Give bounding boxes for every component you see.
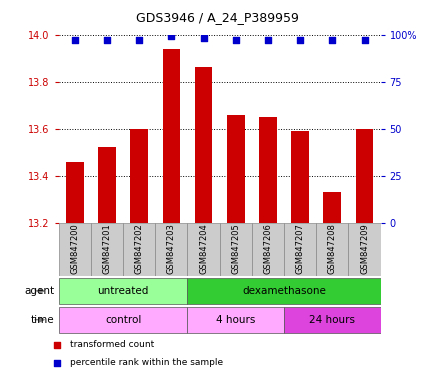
Bar	[130, 129, 148, 223]
Point	[264, 37, 271, 43]
FancyBboxPatch shape	[187, 223, 219, 276]
Point	[232, 37, 239, 43]
Text: time: time	[31, 314, 54, 325]
Text: GSM847201: GSM847201	[102, 223, 111, 274]
Point	[296, 37, 303, 43]
Text: GSM847207: GSM847207	[295, 223, 304, 274]
Bar	[355, 129, 372, 223]
Text: GSM847206: GSM847206	[263, 223, 272, 274]
Text: percentile rank within the sample: percentile rank within the sample	[70, 358, 223, 367]
Text: dexamethasone: dexamethasone	[242, 286, 325, 296]
FancyBboxPatch shape	[59, 278, 187, 304]
Point	[200, 35, 207, 41]
FancyBboxPatch shape	[155, 223, 187, 276]
Text: GSM847205: GSM847205	[231, 223, 240, 274]
Point	[328, 37, 335, 43]
Text: 4 hours: 4 hours	[216, 314, 255, 325]
Point	[103, 37, 110, 43]
Bar	[162, 49, 180, 223]
Text: 24 hours: 24 hours	[309, 314, 355, 325]
Text: control: control	[105, 314, 141, 325]
FancyBboxPatch shape	[283, 223, 316, 276]
Point	[53, 360, 60, 366]
Point	[360, 37, 367, 43]
Bar	[98, 147, 115, 223]
Text: GSM847200: GSM847200	[70, 223, 79, 274]
FancyBboxPatch shape	[348, 223, 380, 276]
Text: transformed count: transformed count	[70, 340, 154, 349]
Text: agent: agent	[24, 286, 54, 296]
Text: GDS3946 / A_24_P389959: GDS3946 / A_24_P389959	[136, 12, 298, 25]
FancyBboxPatch shape	[283, 307, 380, 333]
FancyBboxPatch shape	[123, 223, 155, 276]
Text: GSM847209: GSM847209	[359, 223, 368, 274]
Point	[71, 37, 78, 43]
FancyBboxPatch shape	[91, 223, 123, 276]
Text: GSM847203: GSM847203	[167, 223, 175, 274]
Bar	[291, 131, 308, 223]
FancyBboxPatch shape	[187, 278, 380, 304]
FancyBboxPatch shape	[59, 223, 91, 276]
Text: GSM847204: GSM847204	[199, 223, 207, 274]
Point	[53, 342, 60, 348]
Bar	[194, 68, 212, 223]
Bar	[227, 114, 244, 223]
Text: untreated: untreated	[97, 286, 148, 296]
Bar	[66, 162, 83, 223]
Bar	[323, 192, 340, 223]
Text: GSM847202: GSM847202	[135, 223, 143, 274]
FancyBboxPatch shape	[316, 223, 348, 276]
Text: GSM847208: GSM847208	[327, 223, 336, 274]
FancyBboxPatch shape	[187, 307, 283, 333]
FancyBboxPatch shape	[251, 223, 283, 276]
Point	[135, 37, 142, 43]
Bar	[259, 117, 276, 223]
FancyBboxPatch shape	[219, 223, 251, 276]
FancyBboxPatch shape	[59, 307, 187, 333]
Point	[168, 33, 174, 40]
